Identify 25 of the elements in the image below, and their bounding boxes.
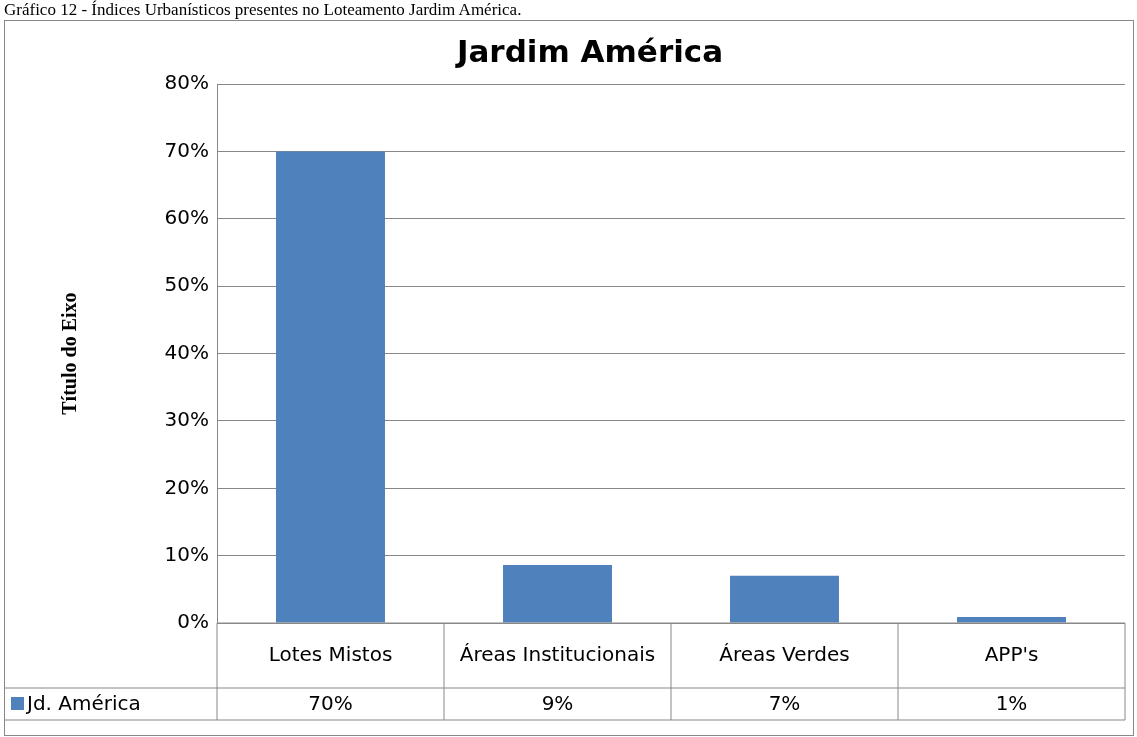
x-tick-label: Áreas Verdes [719, 641, 850, 666]
data-label: 9% [541, 691, 574, 716]
y-tick-label: 60% [164, 205, 209, 230]
x-tick-label: APP's [984, 641, 1039, 666]
y-tick-label: 40% [164, 339, 209, 364]
text: Gráfico 12 - Índices Urbanísticos presentes no Loteamento Jardim América. [3, 0, 523, 20]
y-tick-label: 0% [177, 609, 209, 634]
chart-title: Jardim América [454, 32, 724, 69]
data-label: 70% [308, 691, 353, 716]
y-tick-label: 80% [164, 70, 209, 95]
y-tick-label: 30% [164, 407, 209, 432]
data-label: 1% [995, 691, 1028, 716]
y-tick-label: 10% [164, 541, 209, 566]
bar [957, 616, 1066, 623]
y-tick-label: 20% [164, 474, 209, 499]
x-tick-label: Lotes Mistos [268, 641, 393, 666]
bar [503, 565, 612, 623]
y-tick-label: 70% [164, 137, 209, 162]
y-tick-label: 50% [164, 272, 209, 297]
bar [276, 151, 385, 623]
legend-label: Jd. América [25, 691, 141, 716]
y-axis-title: Título do Eixo [58, 292, 81, 415]
data-label: 7% [768, 691, 801, 716]
bar [730, 575, 839, 623]
x-tick-label: Áreas Institucionais [459, 641, 656, 666]
